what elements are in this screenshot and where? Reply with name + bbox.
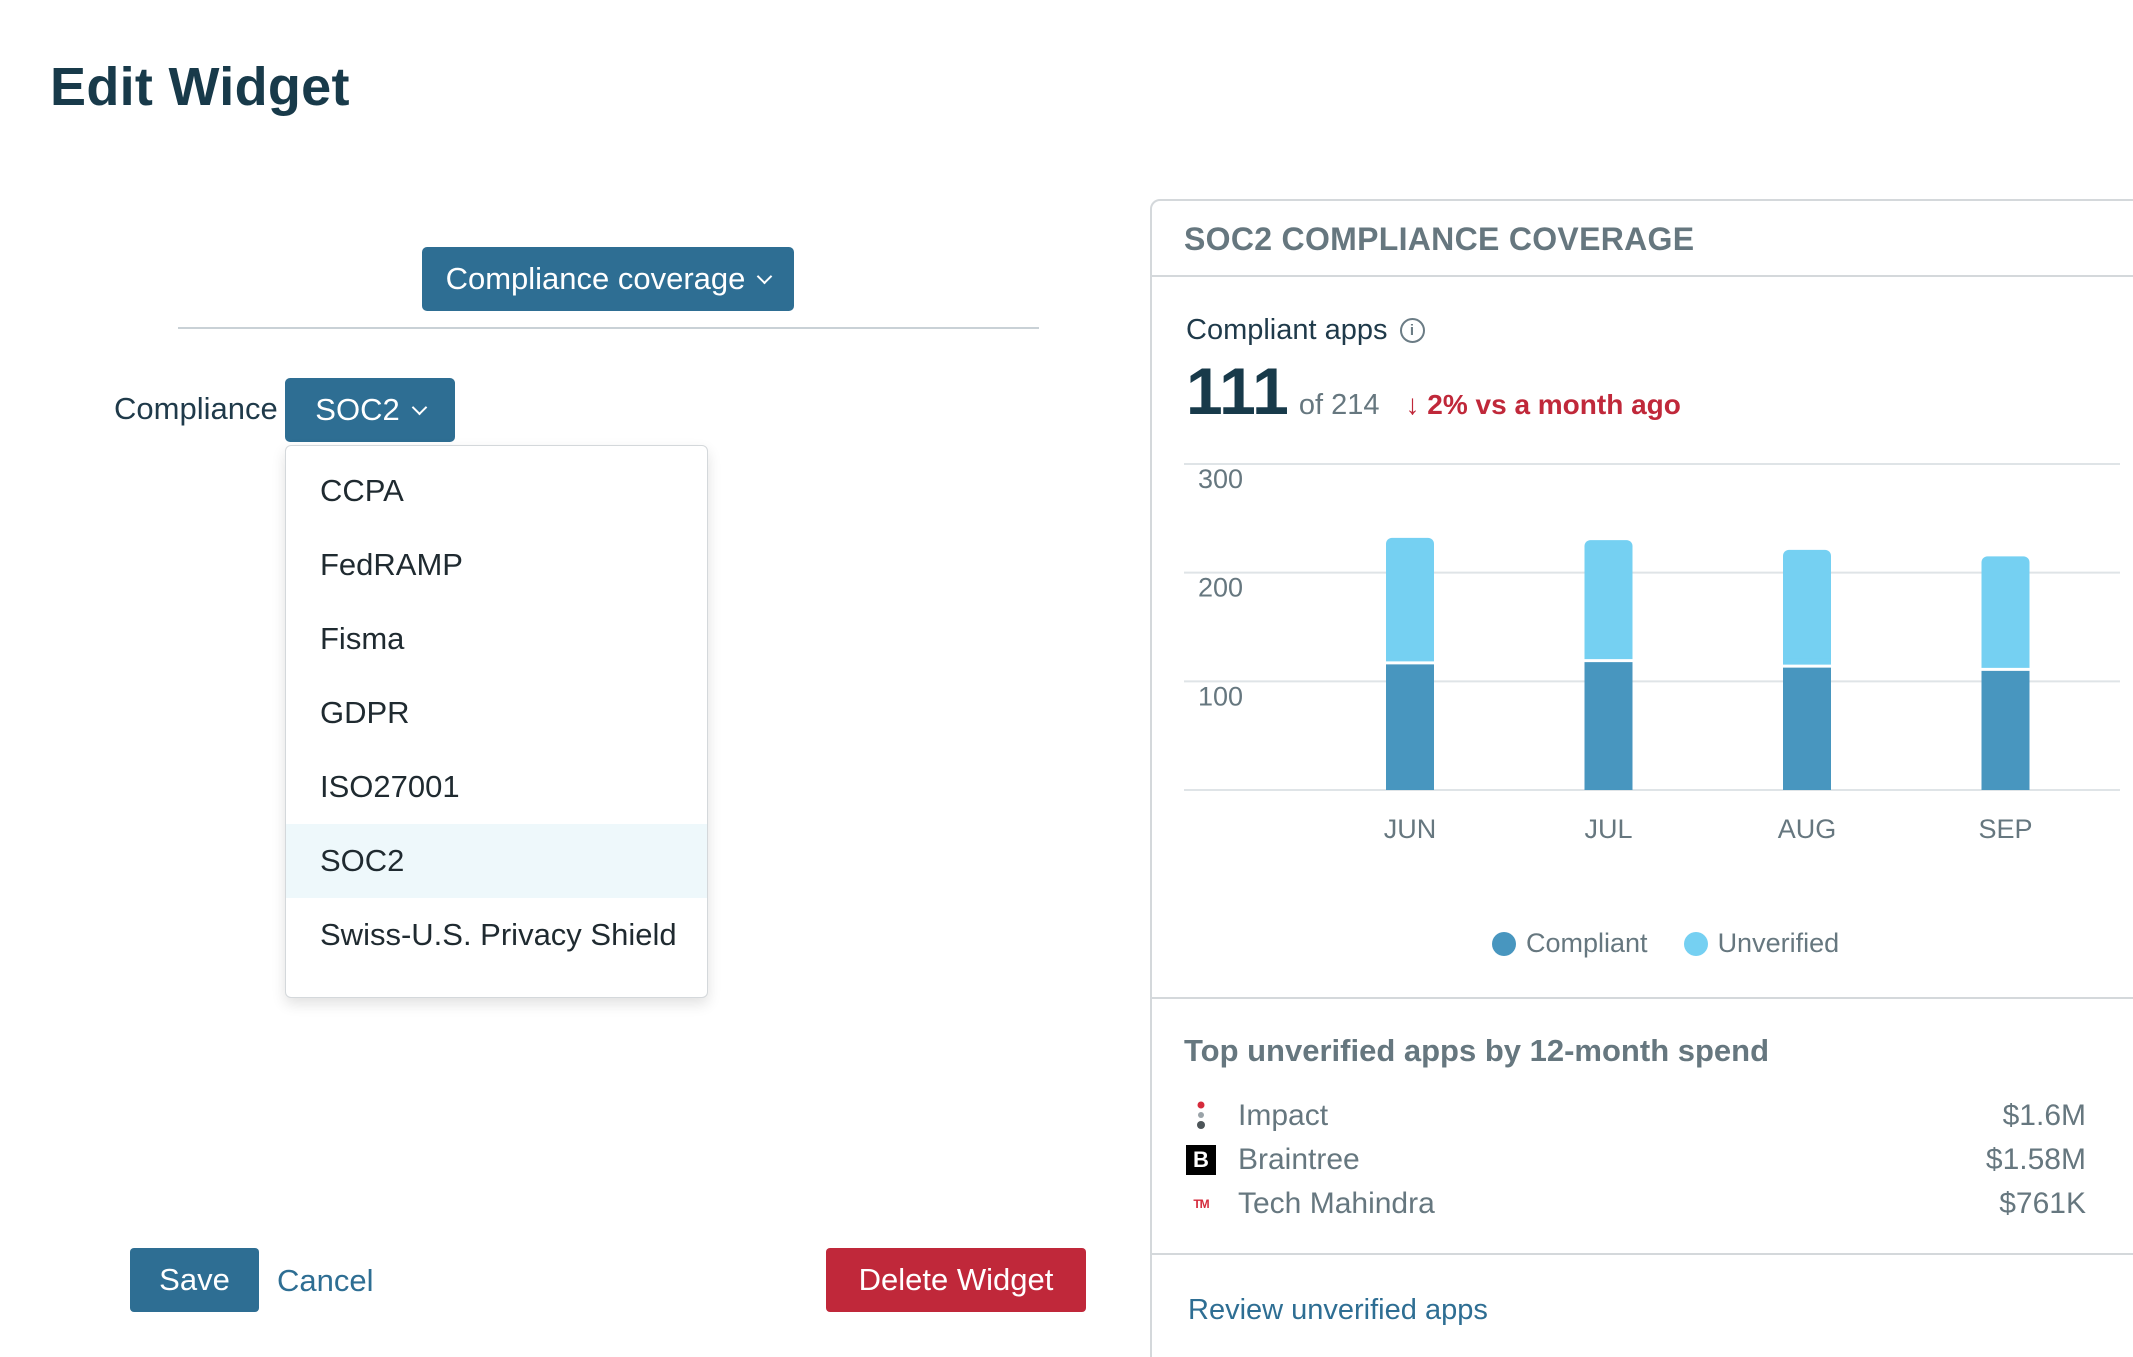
card-title: SOC2 COMPLIANCE COVERAGE xyxy=(1184,221,1695,257)
app-name: Braintree xyxy=(1238,1143,1360,1176)
app-row[interactable]: TM Tech Mahindra $761K xyxy=(1186,1184,2086,1224)
cancel-link[interactable]: Cancel xyxy=(277,1263,374,1298)
metric-change: ↓ 2% vs a month ago xyxy=(1405,389,1680,421)
bar-compliant-jun[interactable] xyxy=(1386,662,1434,790)
compliance-options-menu: CCPA FedRAMP Fisma GDPR ISO27001 SOC2 Sw… xyxy=(285,445,708,998)
metric-change-text: 2% vs a month ago xyxy=(1427,389,1681,420)
divider xyxy=(1152,997,2133,999)
y-tick-label: 100 xyxy=(1198,681,1243,711)
y-tick-label: 200 xyxy=(1198,573,1243,603)
app-spend: $1.6M xyxy=(2002,1099,2086,1132)
option-iso27001[interactable]: ISO27001 xyxy=(320,769,460,804)
widget-type-label: Compliance coverage xyxy=(445,261,746,296)
bar-compliant-aug[interactable] xyxy=(1783,666,1831,790)
app-spend: $1.58M xyxy=(1985,1143,2086,1176)
app-row[interactable]: Impact $1.6M xyxy=(1186,1096,2086,1136)
braintree-logo-icon: B xyxy=(1186,1145,1216,1175)
divider xyxy=(178,327,1039,329)
app-name: Impact xyxy=(1238,1099,1329,1132)
legend-item-compliant: Compliant xyxy=(1492,928,1648,959)
bar-segment-fill xyxy=(1584,652,1633,661)
x-tick-label: SEP xyxy=(1978,814,2032,844)
top-apps-title: Top unverified apps by 12-month spend xyxy=(1184,1033,1770,1068)
app-spend: $761K xyxy=(1999,1187,2086,1220)
legend-dot-unverified xyxy=(1683,931,1708,956)
save-button[interactable]: Save xyxy=(130,1248,259,1312)
option-swiss-us-privacy-shield[interactable]: Swiss-U.S. Privacy Shield xyxy=(320,917,677,952)
metric-label-text: Compliant apps xyxy=(1186,314,1388,346)
page-title: Edit Widget xyxy=(50,57,350,117)
chart-legend: Compliant Unverified xyxy=(1492,928,1839,959)
app-name: Tech Mahindra xyxy=(1238,1187,1435,1220)
impact-logo-icon xyxy=(1186,1101,1216,1131)
option-gdpr[interactable]: GDPR xyxy=(320,695,410,730)
compliance-bar-chart: 100 200 300 JUN JUL AUG SEP xyxy=(1184,463,2120,844)
legend-label-compliant: Compliant xyxy=(1526,928,1648,958)
metric-value: 111 xyxy=(1186,354,1289,428)
chevron-down-icon xyxy=(411,399,427,415)
delete-widget-button[interactable]: Delete Widget xyxy=(826,1248,1086,1312)
legend-dot-compliant xyxy=(1492,931,1516,956)
chevron-down-icon xyxy=(757,268,773,284)
tech-mahindra-logo-icon: TM xyxy=(1186,1189,1216,1219)
bar-compliant-jul[interactable] xyxy=(1584,660,1633,790)
bar-unverified-jun[interactable] xyxy=(1386,537,1434,663)
card-header: SOC2 COMPLIANCE COVERAGE xyxy=(1152,201,2133,277)
metric-label: Compliant apps i xyxy=(1186,314,1425,347)
x-tick-label: JUL xyxy=(1584,814,1632,844)
bar-unverified-sep[interactable] xyxy=(1981,556,2030,670)
compliance-selected-label: SOC2 xyxy=(315,392,400,427)
x-tick-label: AUG xyxy=(1778,814,1837,844)
bar-segment-fill xyxy=(1386,654,1434,663)
legend-item-unverified: Unverified xyxy=(1683,928,1840,959)
bar-segment-fill xyxy=(1783,658,1831,667)
review-unverified-apps-link[interactable]: Review unverified apps xyxy=(1188,1294,1488,1326)
bar-unverified-aug[interactable] xyxy=(1783,549,1831,667)
legend-label-unverified: Unverified xyxy=(1717,928,1840,958)
option-soc2[interactable]: SOC2 xyxy=(286,824,707,898)
widget-preview-card: SOC2 COMPLIANCE COVERAGE Compliant apps … xyxy=(1150,199,2133,1357)
divider xyxy=(1152,1253,2133,1255)
bar-segment-fill xyxy=(1981,661,2030,670)
y-tick-label: 300 xyxy=(1198,464,1243,494)
metric-row: 111 of 214 ↓ 2% vs a month ago xyxy=(1186,353,1681,429)
compliance-dropdown[interactable]: SOC2 xyxy=(285,378,455,442)
braintree-logo-glyph: B xyxy=(1186,1145,1216,1175)
widget-type-dropdown[interactable]: Compliance coverage xyxy=(422,247,794,311)
arrow-down-icon: ↓ xyxy=(1405,389,1420,420)
metric-total: of 214 xyxy=(1298,389,1380,421)
x-tick-label: JUN xyxy=(1384,814,1437,844)
tech-mahindra-logo-glyph: TM xyxy=(1193,1197,1209,1211)
option-fisma[interactable]: Fisma xyxy=(320,621,405,656)
compliance-label: Compliance xyxy=(114,391,278,426)
info-icon[interactable]: i xyxy=(1399,318,1425,343)
bar-compliant-sep[interactable] xyxy=(1981,669,2030,790)
bar-unverified-jul[interactable] xyxy=(1584,540,1633,661)
option-fedramp[interactable]: FedRAMP xyxy=(320,547,463,582)
option-ccpa[interactable]: CCPA xyxy=(320,473,404,508)
app-row[interactable]: B Braintree $1.58M xyxy=(1186,1140,2086,1180)
